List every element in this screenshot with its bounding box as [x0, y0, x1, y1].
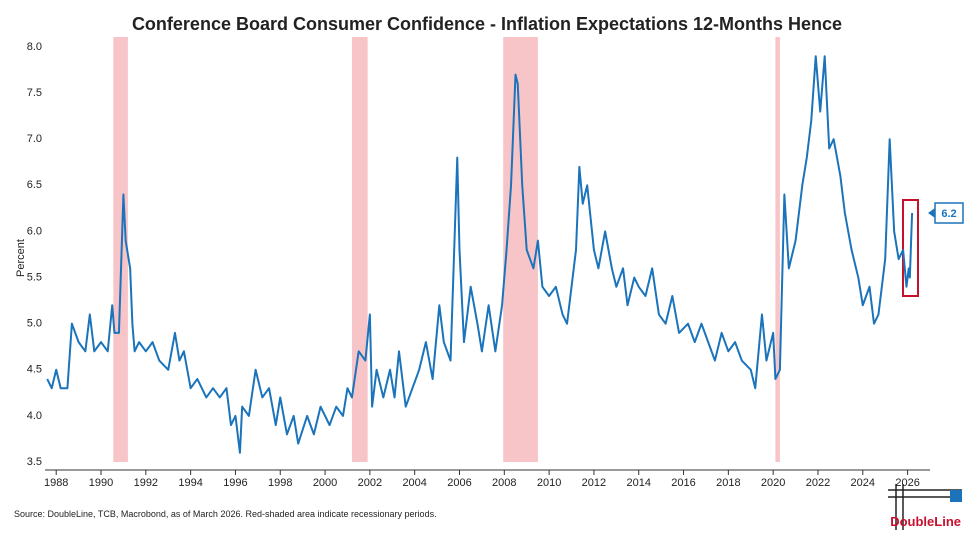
x-tick-label: 1994 — [178, 477, 202, 489]
callout — [928, 202, 964, 224]
y-tick-label: 6.0 — [27, 225, 42, 237]
x-tick-label: 2010 — [537, 477, 561, 489]
x-tick-label: 1988 — [44, 477, 68, 489]
x-tick-label: 2000 — [313, 477, 337, 489]
data-line — [46, 55, 914, 454]
y-tick-label: 8.0 — [27, 41, 42, 53]
brand-mark — [888, 484, 962, 530]
recession-band — [113, 37, 128, 462]
y-tick-label: 5.5 — [27, 271, 42, 283]
x-tick-label: 2004 — [402, 477, 426, 489]
chart-title: Conference Board Consumer Confidence - I… — [132, 14, 842, 34]
y-tick-label: 5.0 — [27, 318, 42, 330]
x-tick-label: 1998 — [268, 477, 292, 489]
x-tick-label: 2006 — [447, 477, 471, 489]
x-tick-label: 1990 — [89, 477, 113, 489]
x-tick-label: 2024 — [851, 477, 875, 489]
y-tick-label: 6.5 — [27, 179, 42, 191]
x-tick-label: 1992 — [134, 477, 158, 489]
x-tick-label: 2022 — [806, 477, 830, 489]
y-axis-label: Percent — [15, 239, 27, 277]
y-tick-label: 7.5 — [27, 87, 42, 99]
callout-value: 6.2 — [941, 208, 956, 220]
x-tick-label: 2008 — [492, 477, 516, 489]
recession-band — [503, 37, 538, 462]
highlight-box — [902, 199, 919, 297]
x-tick-label: 2016 — [671, 477, 695, 489]
x-tick-label: 2020 — [761, 477, 785, 489]
y-tick-label: 3.5 — [27, 456, 42, 468]
y-tick-label: 4.5 — [27, 364, 42, 376]
x-tick-label: 2026 — [895, 477, 919, 489]
x-tick-label: 2002 — [358, 477, 382, 489]
x-tick-label: 2018 — [716, 477, 740, 489]
y-tick-label: 7.0 — [27, 133, 42, 145]
recession-band — [775, 37, 780, 462]
recession-band — [351, 37, 368, 462]
x-tick-label: 1996 — [223, 477, 247, 489]
brand-name: DoubleLine — [890, 514, 961, 529]
x-tick-label: 2014 — [626, 477, 650, 489]
y-tick-label: 4.0 — [27, 410, 42, 422]
source-note: Source: DoubleLine, TCB, Macrobond, as o… — [14, 509, 437, 519]
x-tick-label: 2012 — [582, 477, 606, 489]
